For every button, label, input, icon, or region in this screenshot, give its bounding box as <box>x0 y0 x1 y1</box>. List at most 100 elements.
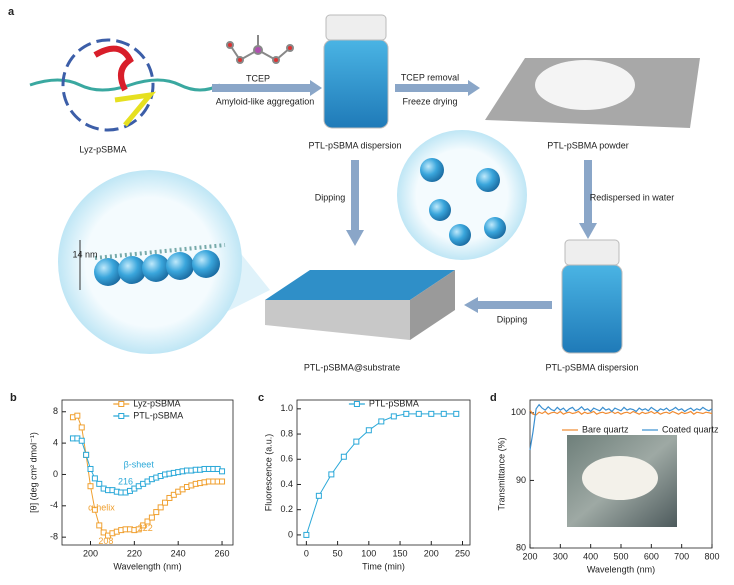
y-axis-label: [θ] (deg cm² dmol⁻¹) <box>28 432 38 513</box>
substrate-top <box>265 270 455 300</box>
y-tick-label: 0.8 <box>280 428 293 438</box>
marker <box>162 499 169 506</box>
y-tick-label: 80 <box>516 542 526 552</box>
y-tick-label: 100 <box>511 407 526 417</box>
label: PTL-pSBMA dispersion <box>545 362 638 372</box>
x-tick-label: 400 <box>583 551 598 561</box>
x-axis-label: Wavelength (nm) <box>587 564 655 574</box>
label: Redispersed in water <box>590 192 675 202</box>
particle <box>476 168 500 192</box>
schematic: a Lyz-pSBMA TCEP Amyloid-like aggregatio… <box>8 6 700 372</box>
y-axis-label: Fluorescence (a.u.) <box>263 434 273 512</box>
y-tick-label: 0 <box>288 529 293 539</box>
series-line <box>529 409 713 416</box>
marker <box>87 483 94 490</box>
label: TCEP <box>246 73 270 83</box>
y-tick-label: 0.4 <box>280 479 293 489</box>
marker <box>87 465 94 472</box>
marker <box>403 410 410 417</box>
polymer-chain <box>29 78 221 92</box>
plot-frame <box>61 399 234 546</box>
marker <box>135 526 142 533</box>
legend-marker <box>353 401 360 407</box>
label: PTL-pSBMA dispersion <box>308 140 401 150</box>
panel-label: b <box>10 392 17 404</box>
marker <box>74 412 81 419</box>
marker <box>140 522 147 529</box>
powder <box>535 60 635 110</box>
y-tick-label: 1.0 <box>280 403 293 413</box>
y-tick-label: 8 <box>53 406 58 416</box>
inset-photo-flower <box>582 456 658 500</box>
marker <box>78 437 85 444</box>
particle <box>484 217 506 239</box>
marker <box>148 514 155 521</box>
panel-label: c <box>258 392 264 404</box>
label: Lyz-pSBMA <box>79 144 126 154</box>
legend-label: Lyz-pSBMA <box>133 398 180 408</box>
panel-label: d <box>490 392 497 404</box>
protein <box>61 38 155 132</box>
arrow-head <box>464 297 478 313</box>
marker <box>83 451 90 458</box>
substrate-side <box>265 300 410 340</box>
marker <box>91 475 98 482</box>
marker <box>453 410 460 417</box>
label: PTL-pSBMA powder <box>547 140 629 150</box>
y-tick-label: 90 <box>516 475 526 485</box>
x-tick-label: 250 <box>455 548 470 558</box>
series-line <box>529 403 713 451</box>
arrow-head <box>579 223 597 239</box>
y-tick-label: 0.6 <box>280 454 293 464</box>
plot-frame <box>296 399 471 546</box>
y-tick-label: 0 <box>53 469 58 479</box>
marker <box>428 410 435 417</box>
legend-label: Coated quartz <box>662 424 719 434</box>
marker <box>153 509 160 516</box>
panel-label: a <box>8 6 15 18</box>
marker <box>96 480 103 487</box>
particle-layer <box>94 243 226 286</box>
vial-cap <box>564 239 620 266</box>
marker <box>340 453 347 460</box>
x-tick-label: 200 <box>522 551 537 561</box>
arrow-head <box>346 230 364 246</box>
marker <box>390 413 397 420</box>
label: PTL-pSBMA@substrate <box>304 362 400 372</box>
label: TCEP removal <box>401 72 459 82</box>
y-tick-label: 4 <box>53 437 58 447</box>
x-tick-label: 260 <box>215 548 230 558</box>
x-tick-label: 100 <box>361 548 376 558</box>
label: 14 nm <box>72 249 97 259</box>
x-tick-label: 500 <box>613 551 628 561</box>
label: Dipping <box>315 192 346 202</box>
marker <box>100 529 107 536</box>
legend-label: Bare quartz <box>582 424 629 434</box>
arrow-head <box>310 80 322 96</box>
marker <box>328 471 335 478</box>
x-tick-label: 150 <box>393 548 408 558</box>
y-tick-label: -8 <box>50 532 58 542</box>
marker <box>365 427 372 434</box>
marker <box>144 518 151 525</box>
vial <box>323 39 389 129</box>
marker <box>157 504 164 511</box>
vial <box>561 264 623 354</box>
marker <box>219 468 226 475</box>
x-axis-label: Wavelength (nm) <box>113 561 181 571</box>
x-tick-label: 200 <box>424 548 439 558</box>
label: Freeze drying <box>402 96 457 106</box>
marker <box>170 491 177 498</box>
marker <box>219 478 226 485</box>
annotation: α-helix <box>88 503 115 513</box>
substrate-side <box>410 270 455 340</box>
particle <box>429 199 451 221</box>
annotation: 216 <box>118 477 133 487</box>
legend-marker <box>118 413 125 419</box>
marker <box>378 418 385 425</box>
x-tick-label: 600 <box>644 551 659 561</box>
x-axis-label: Time (min) <box>362 561 405 571</box>
x-tick-label: 50 <box>333 548 343 558</box>
